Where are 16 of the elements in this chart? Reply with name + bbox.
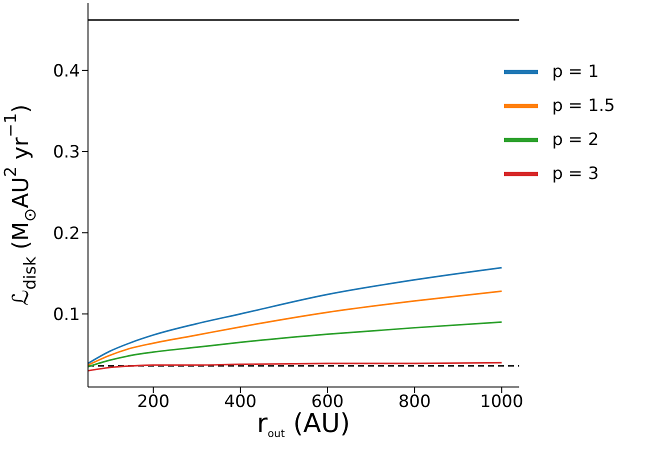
legend-label: p = 3: [552, 164, 599, 184]
line-series: [88, 321, 502, 368]
x-tick-label: 400: [224, 392, 257, 412]
x-tick-label: 200: [137, 392, 170, 412]
y-tick-label: 0.2: [52, 224, 80, 244]
legend-label: p = 2: [552, 130, 599, 150]
legend-label: p = 1.5: [552, 96, 615, 116]
x-tick-label: 1000: [480, 392, 524, 412]
x-tick-label: 800: [398, 392, 431, 412]
y-tick-label: 0.1: [52, 304, 80, 325]
line-series: [88, 290, 502, 366]
y-tick-label: 0.4: [52, 61, 80, 82]
line-series: [88, 362, 502, 372]
y-tick-label: 0.3: [52, 142, 80, 163]
legend-label: p = 1: [552, 62, 599, 82]
line-series: [88, 266, 502, 364]
